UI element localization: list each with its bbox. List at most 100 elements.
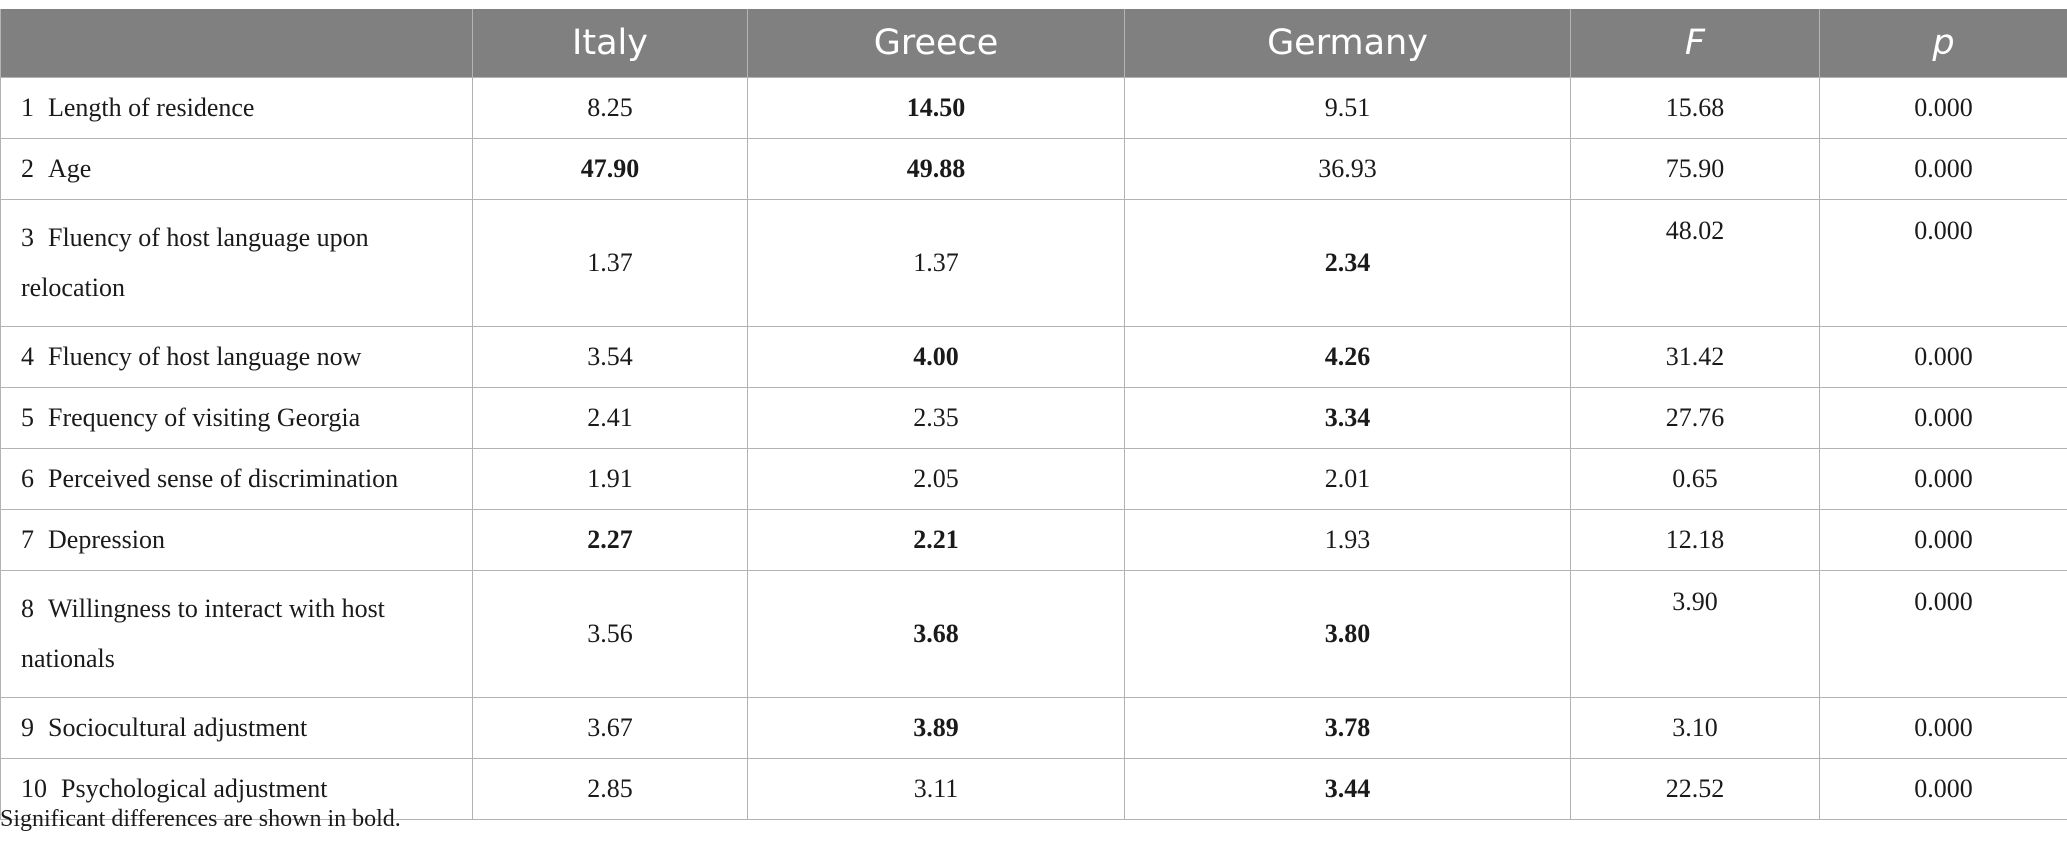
- row-number: 6: [21, 464, 34, 493]
- cell-germany: 3.34: [1124, 387, 1571, 449]
- row-label-cell: 10 Psychological adjustment: [0, 758, 473, 820]
- cell-p: 0.000: [1819, 509, 2067, 571]
- table-footnote: Significant differences are shown in bol…: [0, 806, 401, 832]
- cell-italy: 2.27: [472, 509, 748, 571]
- row-number: 8: [21, 594, 34, 623]
- cell-germany: 1.93: [1124, 509, 1571, 571]
- cell-f: 27.76: [1570, 387, 1820, 449]
- table-row: 4 Fluency of host language now 3.54 4.00 4.2…: [0, 326, 2067, 388]
- header-greece: Greece: [747, 9, 1125, 78]
- table-row: 5 Frequency of visiting Georgia 2.41 2.35 3.…: [0, 387, 2067, 449]
- cell-f: 48.02: [1570, 199, 1820, 327]
- cell-p: 0.000: [1819, 697, 2067, 759]
- row-label-cell: 4 Fluency of host language now: [0, 326, 473, 388]
- cell-italy: 8.25: [472, 77, 748, 139]
- row-number: 1: [21, 93, 34, 122]
- row-label: Perceived sense of discrimination: [48, 464, 399, 493]
- cell-greece: 2.35: [747, 387, 1125, 449]
- cell-italy: 2.41: [472, 387, 748, 449]
- cell-f: 3.90: [1570, 570, 1820, 698]
- cell-italy: 1.91: [472, 448, 748, 510]
- cell-p: 0.000: [1819, 758, 2067, 820]
- table-row: 8 Willingness to interact with host natio…: [0, 570, 2067, 698]
- cell-f: 12.18: [1570, 509, 1820, 571]
- cell-p: 0.000: [1819, 448, 2067, 510]
- table-row: 3 Fluency of host language upon relocatio…: [0, 199, 2067, 327]
- row-label-cell: 2 Age: [0, 138, 473, 200]
- row-label-cell: 1 Length of residence: [0, 77, 473, 139]
- row-label-cell: 7 Depression: [0, 509, 473, 571]
- cell-germany: 9.51: [1124, 77, 1571, 139]
- cell-f: 75.90: [1570, 138, 1820, 200]
- cell-f: 22.52: [1570, 758, 1820, 820]
- cell-germany: 2.01: [1124, 448, 1571, 510]
- cell-p: 0.000: [1819, 199, 2067, 327]
- row-label-cell: 6 Perceived sense of discrimination: [0, 448, 473, 510]
- cell-p: 0.000: [1819, 570, 2067, 698]
- row-label-cell: 3 Fluency of host language upon relocatio…: [0, 199, 473, 327]
- header-f: F: [1570, 9, 1820, 78]
- row-label: Frequency of visiting Georgia: [48, 403, 361, 432]
- cell-italy: 3.54: [472, 326, 748, 388]
- table-row: 10 Psychological adjustment 2.85 3.11 3.44 22…: [0, 758, 2067, 820]
- cell-italy: 47.90: [472, 138, 748, 200]
- row-number: 9: [21, 713, 34, 742]
- cell-italy: 1.37: [472, 199, 748, 327]
- table-row: 9 Sociocultural adjustment 3.67 3.89 3.78 3.1…: [0, 697, 2067, 759]
- row-number: 5: [21, 403, 34, 432]
- table-row: 7 Depression 2.27 2.21 1.93 12.18 0.000: [0, 509, 2067, 571]
- cell-germany: 4.26: [1124, 326, 1571, 388]
- cell-f: 31.42: [1570, 326, 1820, 388]
- row-label: Psychological adjustment: [61, 774, 328, 803]
- row-number: 7: [21, 525, 34, 554]
- row-label: Sociocultural adjustment: [48, 713, 308, 742]
- cell-germany: 36.93: [1124, 138, 1571, 200]
- cell-germany: 3.44: [1124, 758, 1571, 820]
- cell-germany: 3.80: [1124, 570, 1571, 698]
- table-row: 6 Perceived sense of discrimination 1.91 2.…: [0, 448, 2067, 510]
- row-label: Fluency of host language upon relocation: [21, 223, 369, 302]
- table-row: 1 Length of residence 8.25 14.50 9.51 15.68 0.…: [0, 77, 2067, 139]
- row-label: Fluency of host language now: [48, 342, 362, 371]
- cell-p: 0.000: [1819, 138, 2067, 200]
- cell-greece: 2.05: [747, 448, 1125, 510]
- results-table: Italy Greece Germany F p 1 Length of resi…: [0, 9, 2067, 820]
- cell-greece: 2.21: [747, 509, 1125, 571]
- row-label-cell: 8 Willingness to interact with host natio…: [0, 570, 473, 698]
- row-label-cell: 5 Frequency of visiting Georgia: [0, 387, 473, 449]
- header-germany: Germany: [1124, 9, 1571, 78]
- cell-p: 0.000: [1819, 326, 2067, 388]
- row-label: Depression: [48, 525, 165, 554]
- cell-greece: 3.11: [747, 758, 1125, 820]
- cell-italy: 2.85: [472, 758, 748, 820]
- cell-italy: 3.67: [472, 697, 748, 759]
- cell-germany: 3.78: [1124, 697, 1571, 759]
- row-number: 3: [21, 223, 34, 252]
- cell-f: 3.10: [1570, 697, 1820, 759]
- table-row: 2 Age 47.90 49.88 36.93 75.90 0.000: [0, 138, 2067, 200]
- cell-p: 0.000: [1819, 387, 2067, 449]
- table-body: 1 Length of residence 8.25 14.50 9.51 15.68 0.…: [0, 77, 2067, 820]
- cell-greece: 14.50: [747, 77, 1125, 139]
- cell-f: 15.68: [1570, 77, 1820, 139]
- cell-germany: 2.34: [1124, 199, 1571, 327]
- cell-greece: 3.68: [747, 570, 1125, 698]
- row-label: Age: [48, 154, 92, 183]
- row-label: Length of residence: [48, 93, 255, 122]
- row-label: Willingness to interact with host nation…: [21, 594, 385, 673]
- header-p: p: [1819, 9, 2067, 78]
- cell-p: 0.000: [1819, 77, 2067, 139]
- row-label-cell: 9 Sociocultural adjustment: [0, 697, 473, 759]
- cell-greece: 3.89: [747, 697, 1125, 759]
- cell-greece: 49.88: [747, 138, 1125, 200]
- header-cell: [0, 9, 473, 78]
- cell-italy: 3.56: [472, 570, 748, 698]
- row-number: 4: [21, 342, 34, 371]
- row-number: 10: [21, 774, 47, 803]
- header-italy: Italy: [472, 9, 748, 78]
- cell-greece: 4.00: [747, 326, 1125, 388]
- row-number: 2: [21, 154, 34, 183]
- cell-greece: 1.37: [747, 199, 1125, 327]
- cell-f: 0.65: [1570, 448, 1820, 510]
- header-row: Italy Greece Germany F p: [0, 9, 2067, 78]
